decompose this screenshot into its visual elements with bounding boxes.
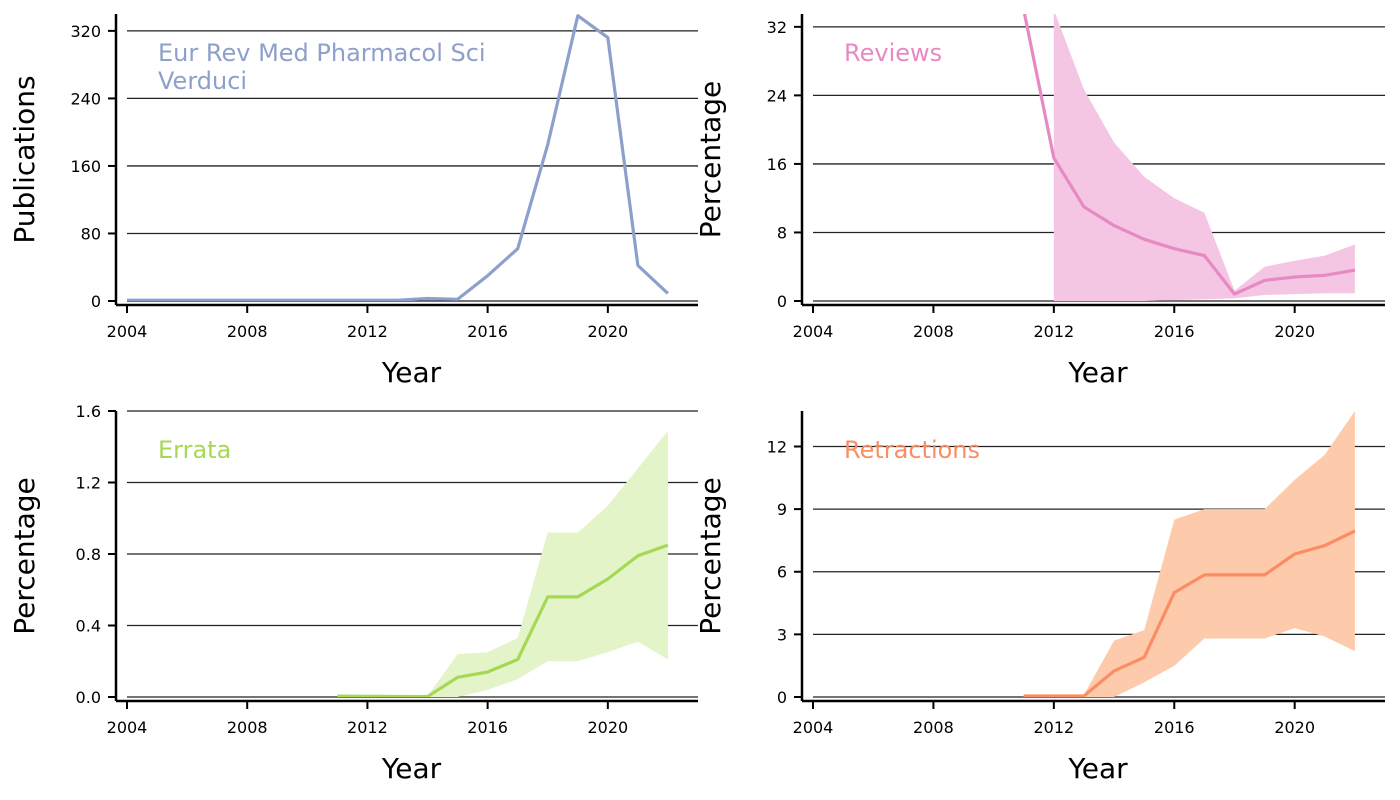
y-tick-label: 24 xyxy=(767,86,787,105)
x-tick-label: 2004 xyxy=(107,718,148,737)
x-tick-label: 2008 xyxy=(227,322,268,341)
y-tick-label: 8 xyxy=(777,223,787,242)
y-tick-label: 1.6 xyxy=(76,402,101,421)
y-tick-label: 6 xyxy=(777,563,787,582)
y-tick-label: 9 xyxy=(777,500,787,519)
y-tick-label: 32 xyxy=(767,18,787,37)
x-tick-label: 2020 xyxy=(1274,322,1315,341)
y-tick-label: 12 xyxy=(767,437,787,456)
panel-annotation: Reviews xyxy=(844,39,942,67)
x-tick-label: 2012 xyxy=(347,718,388,737)
y-tick-label: 16 xyxy=(767,155,787,174)
panel-annotation: Eur Rev Med Pharmacol Sci xyxy=(158,39,486,67)
x-axis-label: Year xyxy=(381,752,442,785)
series-line-publications xyxy=(127,14,669,301)
y-tick-label: 1.2 xyxy=(76,474,101,493)
x-axis-label: Year xyxy=(1067,752,1128,785)
y-tick-label: 3 xyxy=(777,625,787,644)
x-axis-label: Year xyxy=(381,356,442,389)
confidence-band-retractions xyxy=(1023,411,1355,697)
y-axis-label: Percentage xyxy=(694,81,727,239)
y-tick-label: 0 xyxy=(777,688,787,707)
x-tick-label: 2008 xyxy=(913,718,954,737)
x-tick-label: 2008 xyxy=(913,322,954,341)
x-tick-label: 2020 xyxy=(587,718,628,737)
y-tick-label: 160 xyxy=(70,157,101,176)
series-line-reviews xyxy=(1022,14,1356,296)
x-tick-label: 2016 xyxy=(467,322,508,341)
panel-publications: 2004 2008 2012 2016 2020 0 80 160 240 320 Year Publ… xyxy=(8,14,698,389)
panel-annotation: Retractions xyxy=(844,436,980,464)
x-tick-label: 2008 xyxy=(227,718,268,737)
y-tick-label: 0 xyxy=(777,292,787,311)
panel-reviews: 2004 2008 2012 2016 2020 0 8 16 24 32 Year Percenta… xyxy=(694,14,1385,389)
y-tick-label: 0.0 xyxy=(76,688,101,707)
panel-errata: 2004 2008 2012 2016 2020 0.0 0.4 0.8 1.2 1.6 Year P… xyxy=(8,402,698,785)
x-tick-label: 2012 xyxy=(1033,322,1074,341)
x-tick-label: 2016 xyxy=(467,718,508,737)
x-axis-label: Year xyxy=(1067,356,1128,389)
panel-annotation: Verduci xyxy=(158,67,247,95)
y-axis-label: Percentage xyxy=(694,477,727,635)
x-tick-label: 2016 xyxy=(1154,718,1195,737)
y-tick-label: 0.8 xyxy=(76,545,101,564)
y-tick-label: 80 xyxy=(81,224,101,243)
x-tick-label: 2004 xyxy=(107,322,148,341)
series-line-errata xyxy=(337,543,669,697)
panel-retractions: 2004 2008 2012 2016 2020 0 3 6 9 12 Year Percentage… xyxy=(694,411,1385,785)
x-tick-label: 2004 xyxy=(793,322,834,341)
y-tick-label: 0.4 xyxy=(76,617,101,636)
x-tick-label: 2020 xyxy=(1274,718,1315,737)
panel-annotation: Errata xyxy=(158,436,231,464)
confidence-band-reviews xyxy=(1053,14,1355,301)
series-line-retractions xyxy=(1023,529,1356,697)
y-tick-label: 320 xyxy=(70,22,101,41)
x-tick-label: 2016 xyxy=(1154,322,1195,341)
y-axis-label: Percentage xyxy=(8,477,41,635)
x-tick-label: 2012 xyxy=(347,322,388,341)
y-axis-label: Publications xyxy=(8,75,41,243)
x-tick-label: 2020 xyxy=(587,322,628,341)
confidence-band-errata xyxy=(337,430,668,697)
x-tick-label: 2012 xyxy=(1033,718,1074,737)
y-tick-label: 0 xyxy=(91,292,101,311)
y-tick-label: 240 xyxy=(70,89,101,108)
x-tick-label: 2004 xyxy=(793,718,834,737)
